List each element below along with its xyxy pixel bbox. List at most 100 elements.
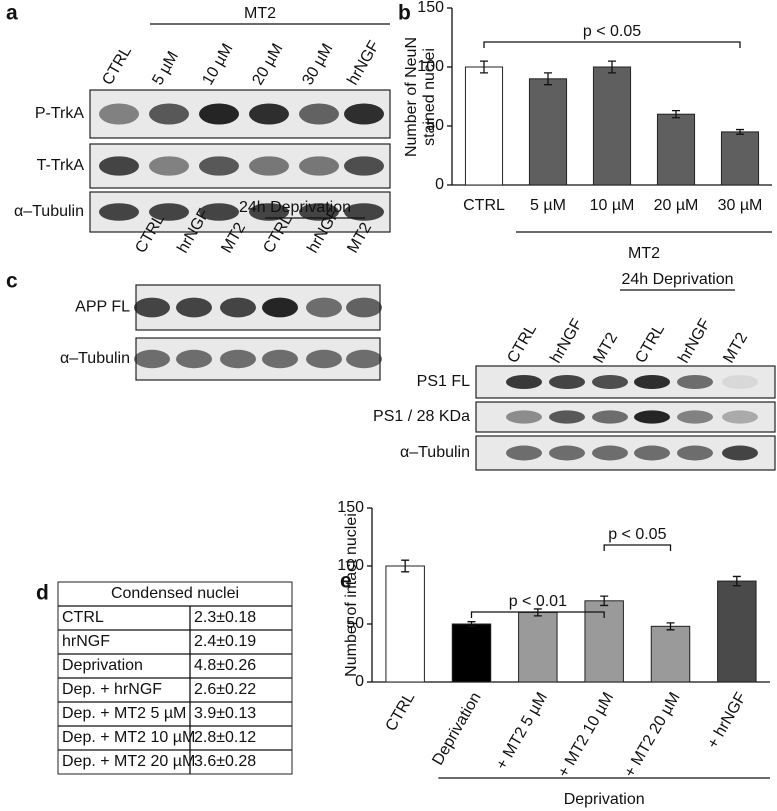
blot-band — [549, 410, 585, 424]
significance-bracket — [470, 611, 605, 618]
blot-band — [176, 297, 212, 318]
table-cell: 2.3±0.18 — [194, 609, 256, 626]
blot-band — [299, 203, 339, 221]
blot-box — [135, 284, 381, 331]
significance-label: p < 0.01 — [509, 593, 567, 610]
y-tick-label: 150 — [417, 0, 444, 16]
blot-box — [135, 337, 381, 381]
blot-band — [592, 445, 628, 461]
error-bar — [600, 595, 609, 607]
blot-band — [262, 349, 298, 369]
row-label: T-TrkA — [37, 157, 85, 174]
lane-label: CTRL — [632, 321, 668, 366]
lane-label: hrNGF — [344, 38, 383, 88]
blot-band — [199, 203, 239, 221]
blot-band — [134, 349, 170, 369]
group-label: Deprivation — [564, 791, 645, 808]
panel-label: e — [340, 570, 352, 593]
blot-band — [722, 445, 758, 461]
blot-band — [149, 203, 189, 221]
table-cell: Dep. + MT2 5 µM — [62, 705, 186, 722]
error-bar — [736, 128, 744, 135]
panel-label: d — [36, 582, 49, 605]
x-tick-label: + MT2 5 µM — [493, 690, 551, 773]
blot-band — [220, 349, 256, 369]
table-cell: 2.6±0.22 — [194, 681, 256, 698]
row-label: α–Tubulin — [14, 203, 84, 220]
lane-label: 30 µM — [299, 41, 336, 88]
error-bar — [732, 575, 741, 587]
group-label: MT2 — [244, 5, 276, 22]
blot-band — [199, 103, 239, 125]
blot-band — [634, 445, 670, 461]
bar — [592, 66, 632, 186]
x-tick-label: 10 µM — [590, 197, 635, 214]
blot-band — [346, 349, 382, 369]
blot-band — [506, 445, 542, 461]
bar — [650, 625, 691, 683]
error-bar — [401, 559, 410, 573]
blot-band — [262, 297, 298, 318]
blot-band — [506, 410, 542, 424]
table-cell: 3.6±0.28 — [194, 753, 256, 770]
row-label: α–Tubulin — [60, 350, 130, 367]
blot-box — [89, 143, 391, 189]
blot-band — [249, 203, 289, 221]
blot-band — [299, 156, 339, 176]
blot-box — [89, 89, 391, 139]
blot-band — [592, 374, 628, 390]
y-tick-label: 0 — [435, 176, 444, 193]
y-axis-label: Number of intact nuclei — [343, 513, 360, 677]
bar — [385, 565, 425, 683]
x-tick-label: Deprivation — [429, 690, 484, 769]
table-cell: 4.8±0.26 — [194, 657, 256, 674]
x-tick-label: CTRL — [463, 197, 505, 214]
table-cell: Dep. + hrNGF — [62, 681, 162, 698]
blot-band — [176, 349, 212, 369]
table-cell: 3.9±0.13 — [194, 705, 256, 722]
x-tick-label: 30 µM — [718, 197, 763, 214]
y-tick-label: 100 — [337, 557, 364, 574]
blot-band — [722, 410, 758, 424]
group-label: MT2 — [628, 245, 660, 262]
x-tick-label: + hrNGF — [704, 689, 750, 751]
row-label: PS1 / 28 KDa — [373, 408, 470, 425]
lane-label: 10 µM — [199, 41, 236, 88]
y-tick-label: 50 — [426, 117, 444, 134]
blot-band — [634, 410, 670, 424]
blot-band — [99, 103, 139, 125]
blot-box — [89, 191, 391, 233]
error-bar — [666, 622, 675, 631]
blot-band — [249, 156, 289, 176]
table-cell: Dep. + MT2 20 µM — [62, 753, 195, 770]
y-axis-label: stained nuclei — [421, 48, 438, 146]
panel-label: b — [398, 2, 411, 25]
panel-label: c — [6, 270, 18, 293]
y-tick-label: 150 — [337, 499, 364, 516]
x-tick-label: + MT2 10 µM — [555, 690, 617, 781]
bar — [528, 78, 568, 186]
group-label: 24h Deprivation — [621, 271, 733, 288]
blot-band — [306, 349, 342, 369]
bar — [717, 580, 757, 683]
error-bar — [544, 72, 552, 86]
blot-band — [220, 297, 256, 318]
y-axis-label: Number of NeuN — [403, 37, 420, 157]
blot-band — [99, 156, 139, 176]
error-bar — [480, 60, 488, 74]
table-cell: Deprivation — [62, 657, 143, 674]
group-label: 24h Deprivation — [239, 199, 351, 216]
bar — [656, 113, 696, 186]
significance-label: p < 0.05 — [583, 23, 641, 40]
row-label: P-TrkA — [35, 105, 85, 122]
blot-band — [149, 103, 189, 125]
error-bar — [608, 60, 616, 74]
x-tick-label: + MT2 20 µM — [621, 690, 683, 781]
blot-band — [549, 445, 585, 461]
bar — [464, 66, 504, 186]
blot-band — [306, 297, 342, 318]
table-cell: 2.4±0.19 — [194, 633, 256, 650]
table-title: Condensed nuclei — [111, 585, 239, 602]
x-tick-label: 20 µM — [654, 197, 699, 214]
